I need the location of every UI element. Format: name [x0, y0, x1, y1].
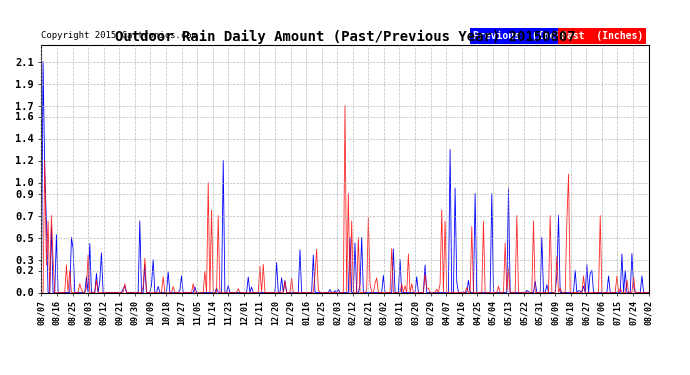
Text: Previous  (Inches): Previous (Inches): [473, 31, 578, 41]
Text: Copyright 2015 Cartronics.com: Copyright 2015 Cartronics.com: [41, 31, 197, 40]
Title: Outdoor Rain Daily Amount (Past/Previous Year) 20150807: Outdoor Rain Daily Amount (Past/Previous…: [115, 30, 575, 44]
Text: Past  (Inches): Past (Inches): [560, 31, 643, 41]
